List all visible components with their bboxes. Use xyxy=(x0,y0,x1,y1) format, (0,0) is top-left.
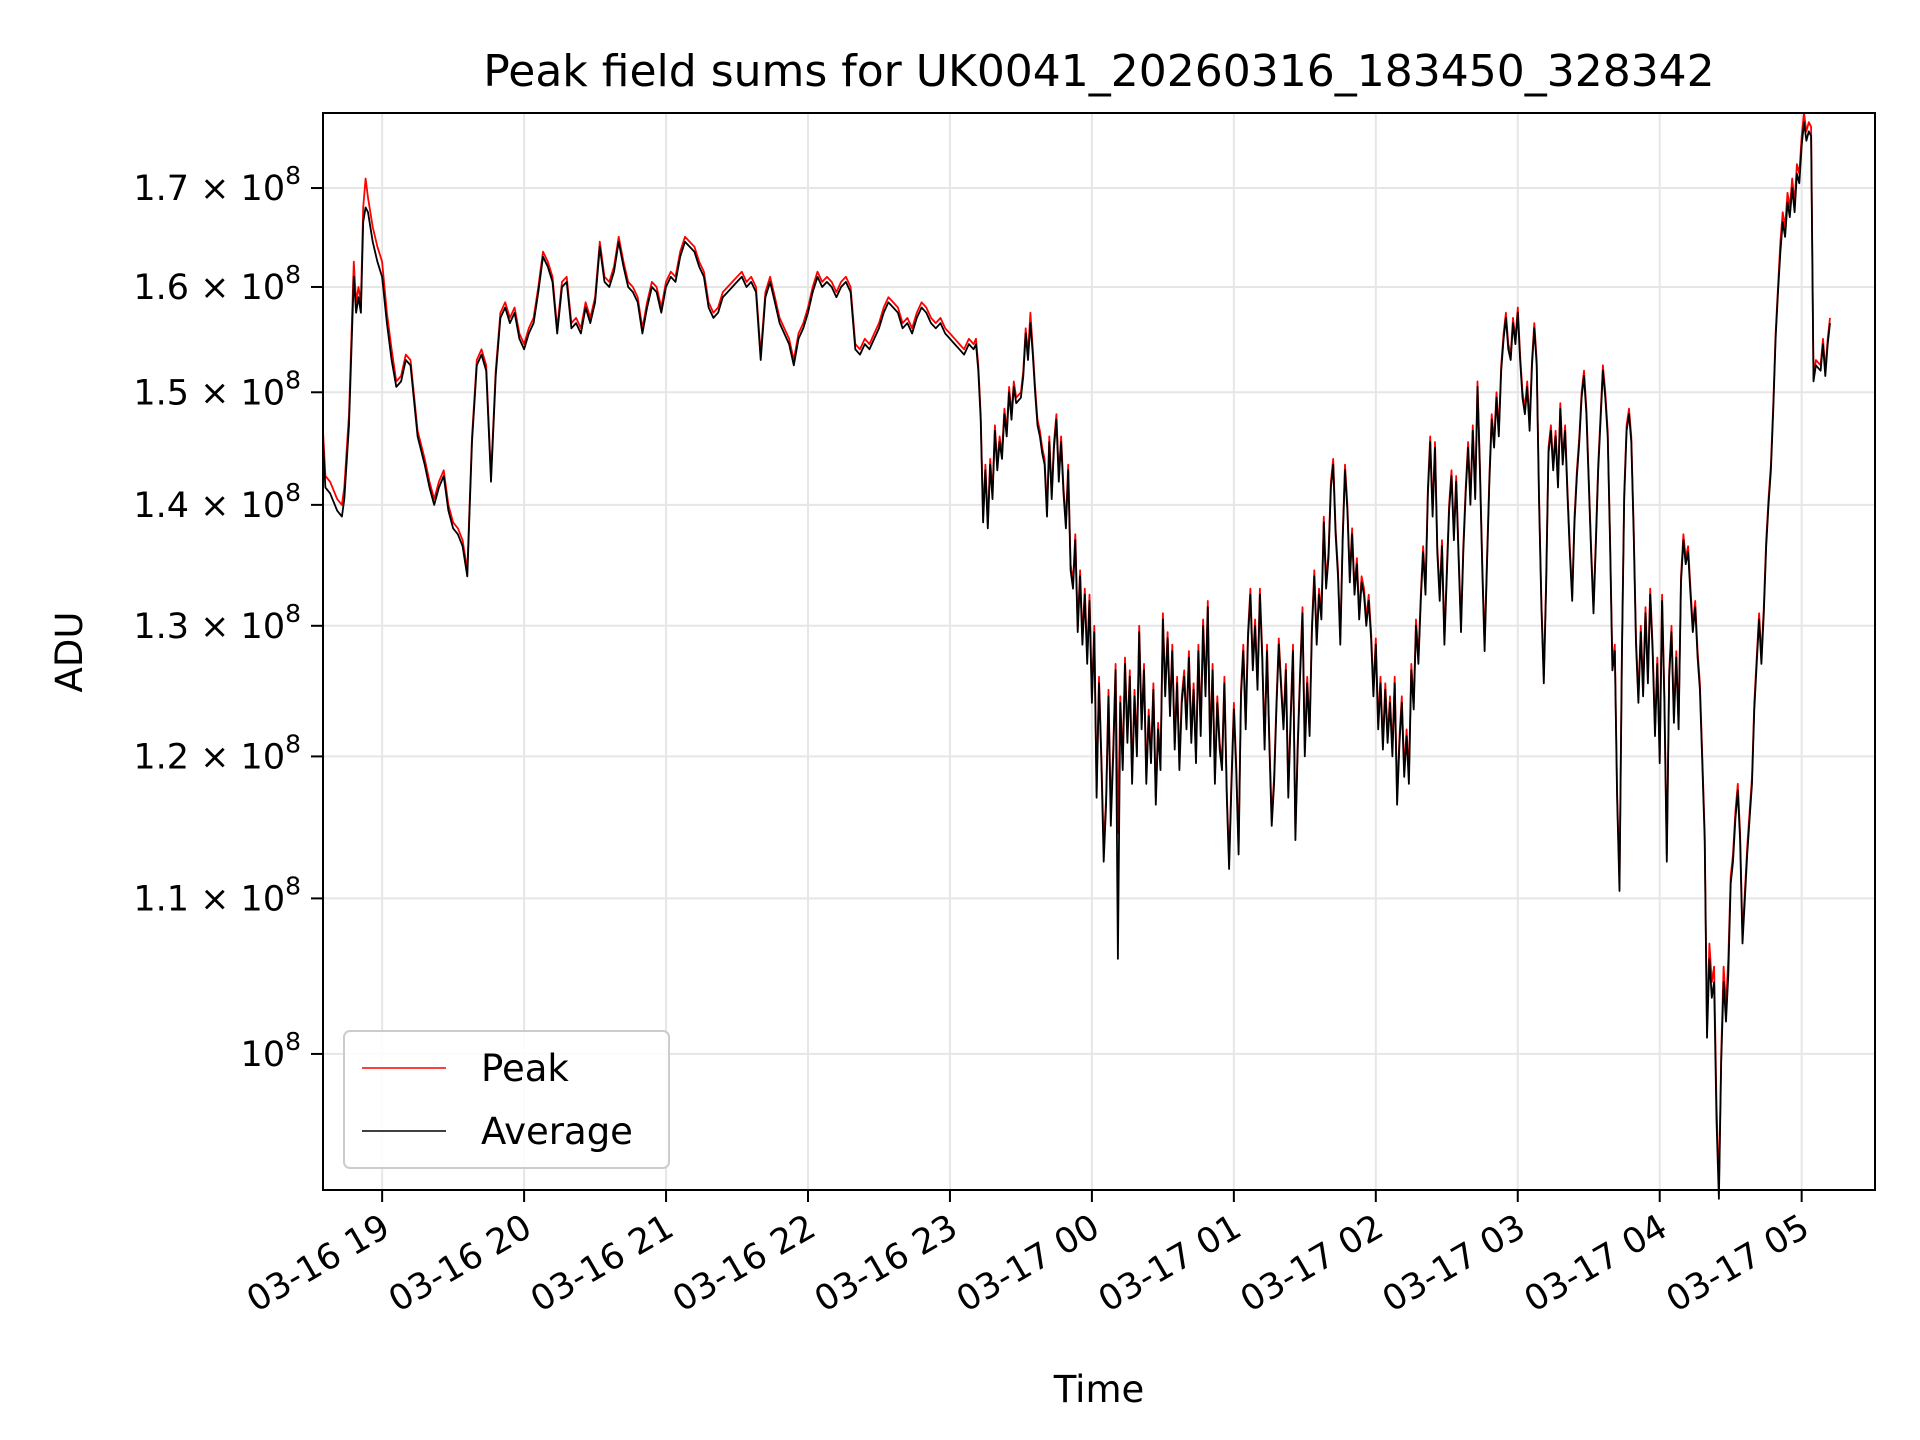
legend-label-average: Average xyxy=(481,1110,633,1153)
series-lines xyxy=(322,112,1831,1200)
y-axis-ticks: 108 1.1 × 108 1.2 × 108 1.3 × 108 1.4 × 108 1… xyxy=(133,161,323,1075)
y-axis-label: ADU xyxy=(48,612,91,693)
x-axis-label: Time xyxy=(1053,1368,1145,1411)
y-tick-label: 108 xyxy=(241,1027,301,1075)
y-tick-label: 1.1 × 108 xyxy=(133,871,301,919)
chart-title: Peak field sums for UK0041_20260316_1834… xyxy=(483,46,1714,97)
legend: Peak Average xyxy=(343,1030,670,1169)
y-tick-label: 1.5 × 108 xyxy=(133,365,301,413)
series-line-average xyxy=(322,121,1831,1200)
grid-lines xyxy=(323,113,1875,1190)
y-tick-label: 1.2 × 108 xyxy=(133,729,301,777)
y-tick-label: 1.4 × 108 xyxy=(133,478,301,526)
legend-label-peak: Peak xyxy=(481,1047,569,1090)
y-tick-label: 1.6 × 108 xyxy=(133,260,301,308)
legend-box xyxy=(343,1030,670,1169)
y-tick-label: 1.3 × 108 xyxy=(133,599,301,647)
y-tick-label: 1.7 × 108 xyxy=(133,161,301,209)
plot-frame xyxy=(322,112,1876,1191)
